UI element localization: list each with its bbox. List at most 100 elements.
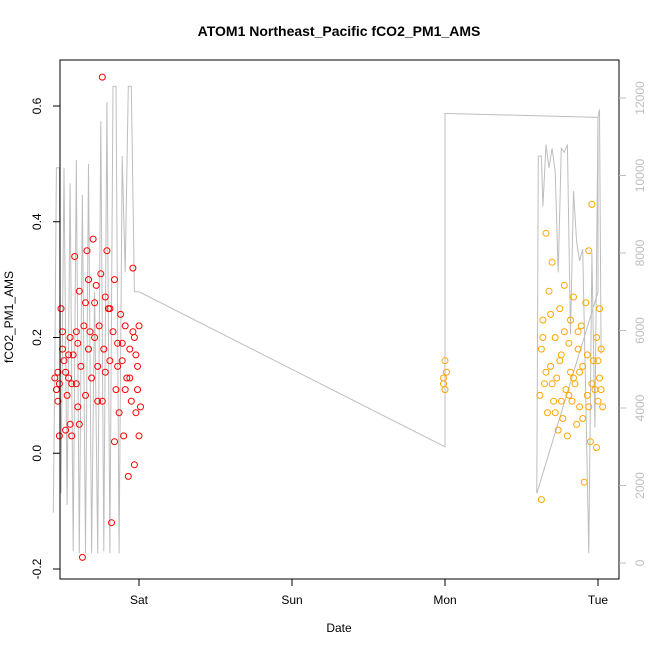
- point-red: [98, 73, 106, 81]
- point-orange: [557, 351, 565, 359]
- point-red: [127, 397, 135, 405]
- point-orange: [580, 478, 588, 486]
- point-red: [66, 420, 74, 428]
- point-orange: [542, 229, 550, 237]
- point-red: [121, 386, 129, 394]
- y2-tick-label: 4000: [633, 394, 647, 421]
- point-red: [62, 426, 70, 434]
- point-red: [77, 362, 85, 370]
- x-tick-label: Mon: [433, 593, 456, 607]
- point-red: [89, 235, 97, 243]
- point-red: [80, 322, 88, 330]
- point-red: [78, 553, 86, 561]
- point-red: [101, 368, 109, 376]
- point-red: [135, 322, 143, 330]
- point-red: [74, 339, 82, 347]
- point-red: [120, 432, 128, 440]
- point-orange: [557, 397, 565, 405]
- point-orange: [599, 403, 607, 411]
- point-red: [111, 438, 118, 446]
- point-red: [85, 345, 92, 353]
- y2-tick-label: 10000: [633, 158, 647, 192]
- point-red: [98, 397, 106, 405]
- point-red: [54, 368, 62, 376]
- point-orange: [567, 368, 574, 376]
- point-orange: [548, 380, 556, 388]
- point-red: [118, 339, 126, 347]
- point-orange: [551, 334, 559, 341]
- point-red: [124, 472, 132, 480]
- point-orange: [547, 362, 555, 370]
- point-orange: [441, 357, 449, 365]
- point-orange: [588, 380, 596, 388]
- point-red: [100, 345, 108, 353]
- point-red: [134, 362, 141, 370]
- point-red: [112, 386, 120, 394]
- point-orange: [574, 345, 582, 353]
- x-tick-label: Sun: [281, 593, 302, 607]
- point-orange: [551, 409, 559, 417]
- point-red: [51, 374, 59, 382]
- point-red: [63, 391, 71, 399]
- point-red: [92, 281, 100, 289]
- y2-tick-label: 0: [633, 559, 647, 566]
- point-orange: [573, 420, 581, 428]
- point-orange: [597, 345, 605, 353]
- point-red: [68, 432, 76, 440]
- y-tick-label: 0.2: [30, 329, 44, 346]
- point-orange: [589, 357, 597, 365]
- point-orange: [570, 374, 577, 382]
- scatter-group: [51, 73, 607, 561]
- point-orange: [588, 200, 596, 208]
- point-red: [85, 276, 92, 284]
- point-red: [62, 368, 70, 376]
- point-orange: [594, 397, 602, 405]
- point-red: [129, 264, 137, 272]
- y-axis-left: -0.2 0.0 0.2 0.4 0.6: [30, 97, 60, 579]
- point-orange: [563, 432, 571, 440]
- point-red: [126, 345, 134, 353]
- point-red: [117, 310, 125, 318]
- x-axis-label: Date: [326, 621, 352, 635]
- point-red: [71, 253, 79, 260]
- point-red: [66, 334, 74, 341]
- point-orange: [594, 357, 602, 365]
- point-orange: [586, 438, 594, 446]
- point-orange: [583, 351, 591, 359]
- point-orange: [565, 391, 573, 399]
- y-tick-label: -0.2: [30, 558, 44, 579]
- point-orange: [537, 496, 545, 504]
- x-tick-label: Sat: [130, 593, 149, 607]
- point-orange: [576, 403, 584, 411]
- point-orange: [440, 374, 447, 382]
- point-red: [106, 305, 114, 313]
- point-red: [69, 351, 77, 359]
- point-orange: [553, 374, 561, 382]
- point-red: [86, 328, 94, 336]
- point-orange: [554, 426, 562, 434]
- point-red: [97, 270, 105, 278]
- point-red: [114, 339, 122, 347]
- point-orange: [556, 357, 564, 365]
- point-red: [134, 386, 141, 394]
- point-red: [121, 322, 129, 330]
- point-orange: [545, 287, 553, 295]
- point-orange: [585, 403, 593, 411]
- point-orange: [568, 397, 576, 405]
- point-red: [82, 391, 89, 399]
- point-red: [101, 293, 109, 301]
- point-red: [82, 299, 89, 307]
- point-red: [65, 351, 73, 359]
- point-orange: [585, 247, 593, 255]
- point-red: [72, 380, 80, 388]
- point-orange: [560, 281, 568, 289]
- point-orange: [582, 299, 590, 307]
- point-red: [83, 247, 91, 255]
- point-orange: [567, 316, 574, 324]
- point-red: [126, 374, 134, 382]
- point-red: [88, 374, 96, 382]
- point-red: [74, 403, 82, 411]
- point-red: [57, 305, 65, 313]
- point-red: [130, 334, 138, 341]
